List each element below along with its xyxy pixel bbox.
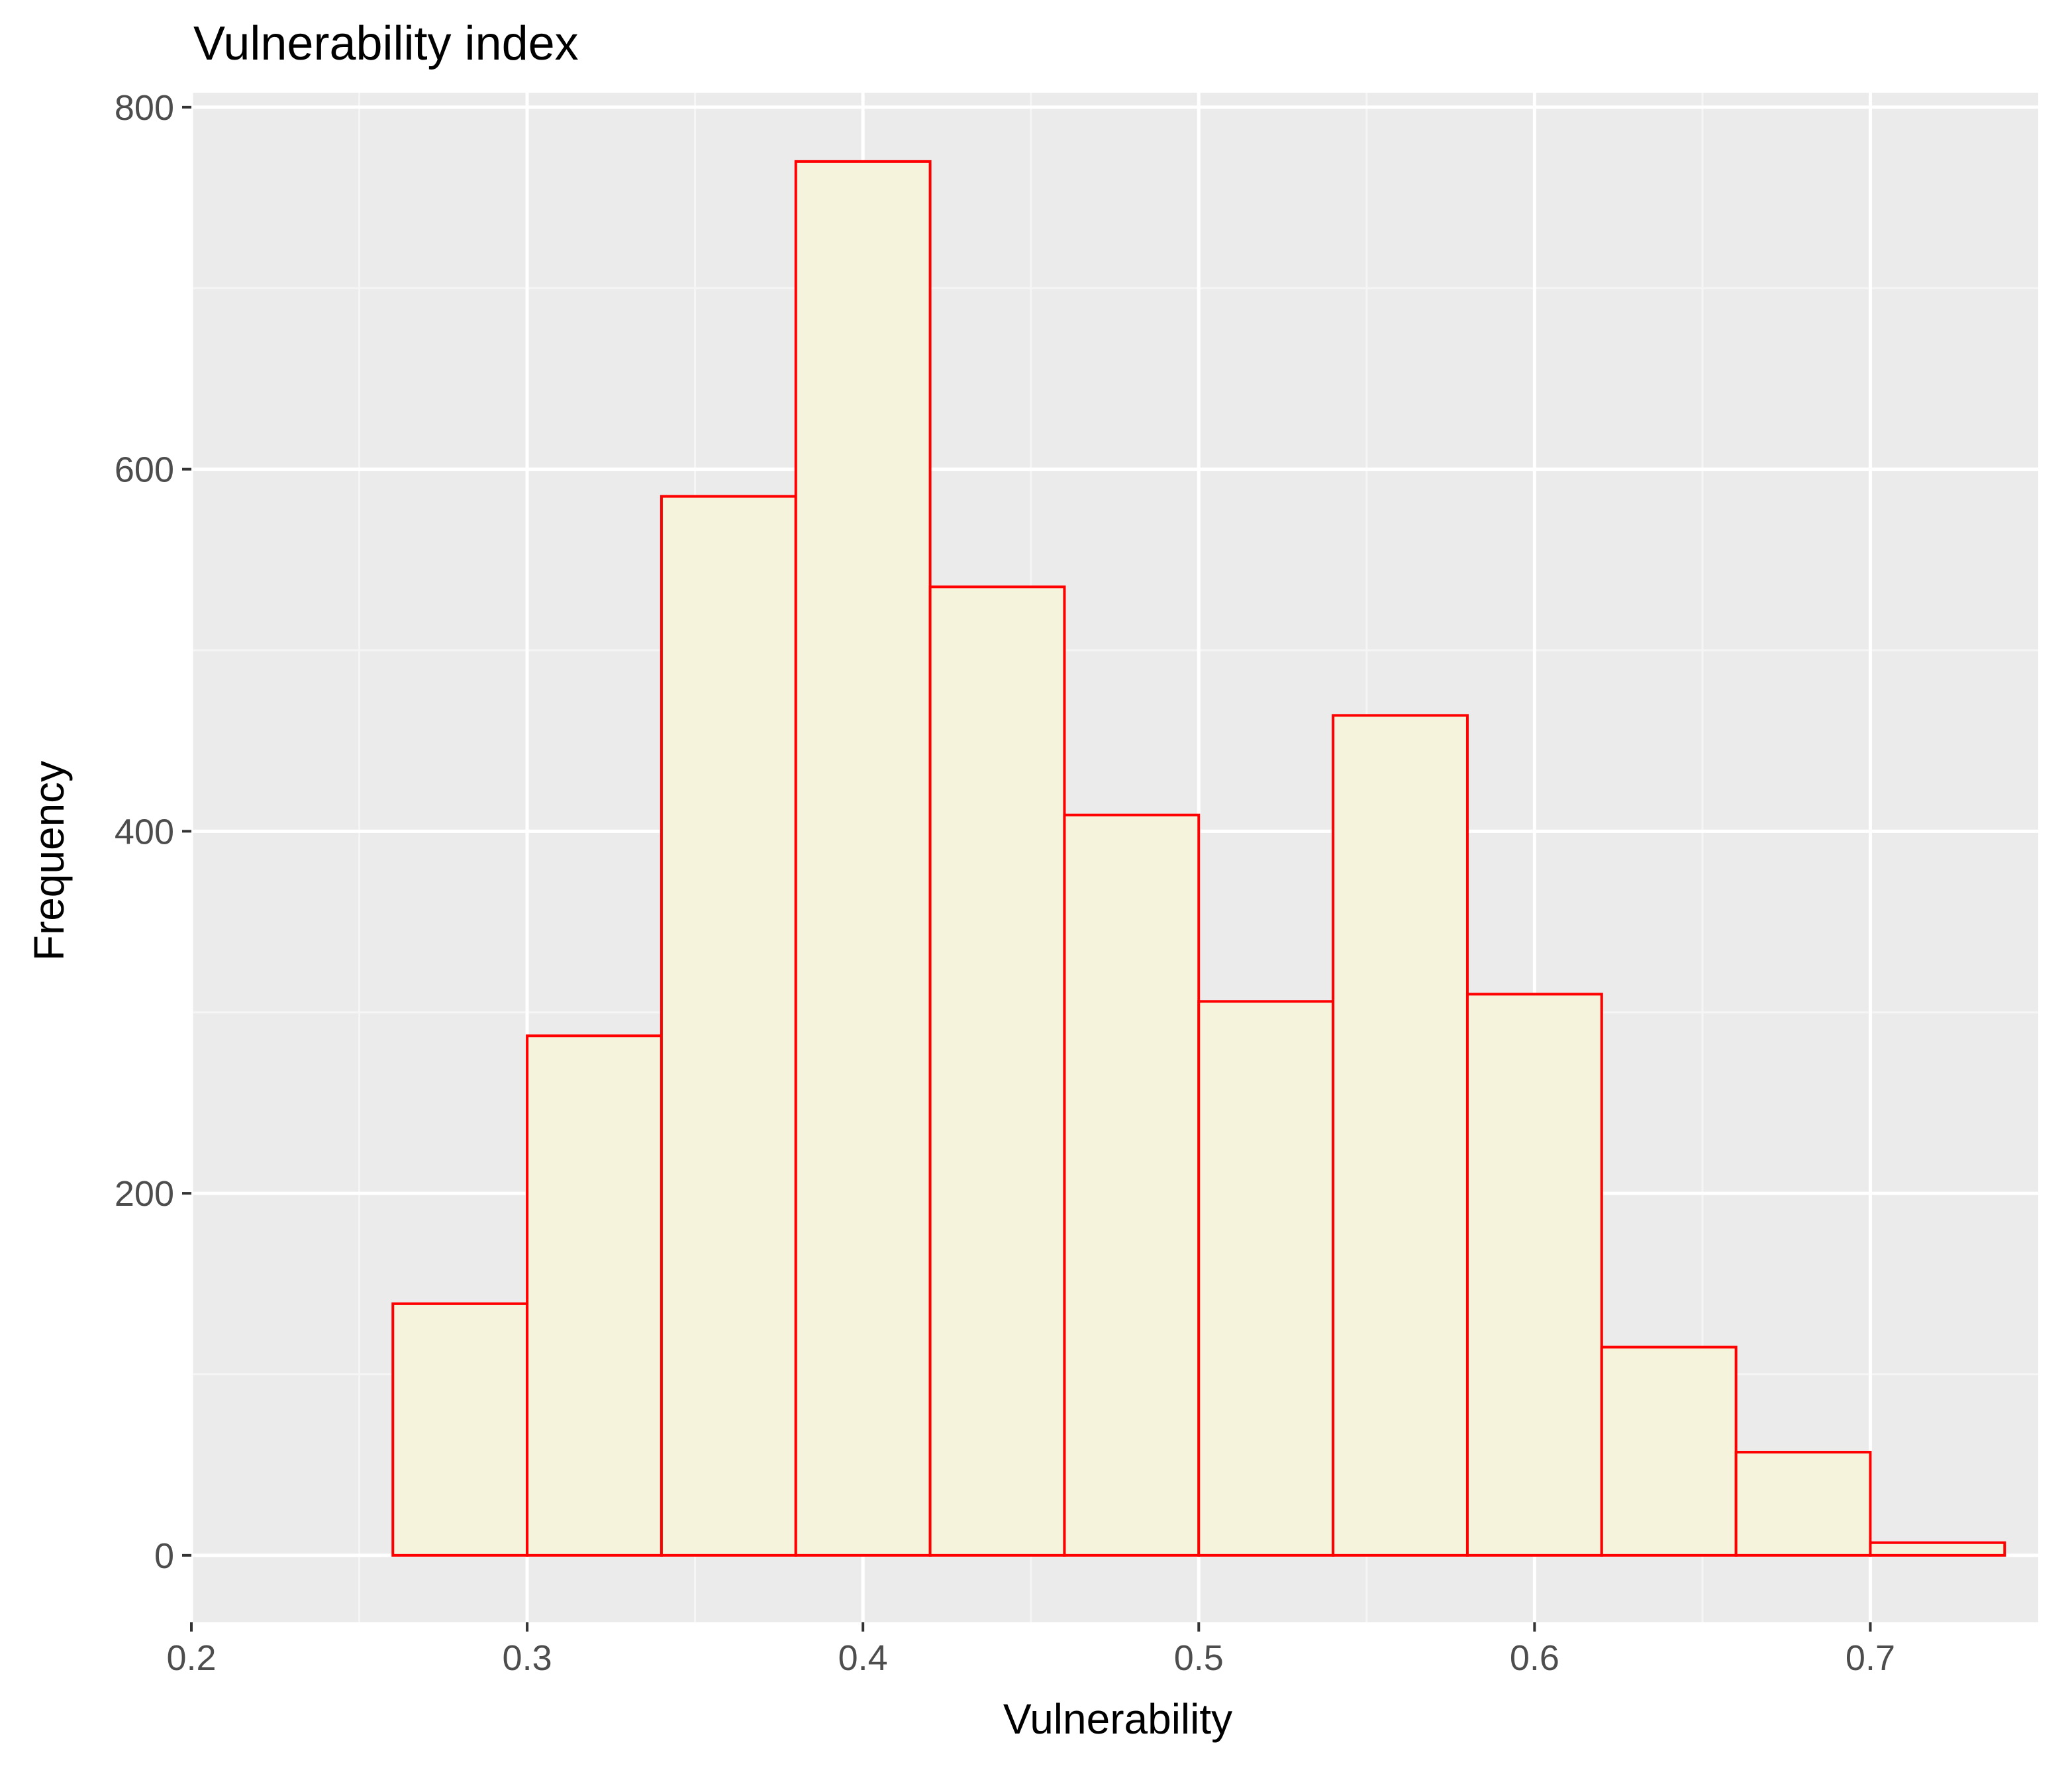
histogram-bar	[391, 1302, 529, 1557]
histogram-bar	[526, 1034, 663, 1557]
x-tick-label: 0.4	[838, 1638, 888, 1678]
histogram-bar	[794, 160, 932, 1557]
chart-title: Vulnerability index	[193, 17, 579, 70]
histogram-bar	[1869, 1541, 2006, 1557]
histogram-bar	[928, 585, 1066, 1557]
x-tick-label: 0.3	[503, 1638, 552, 1678]
x-axis-title: Vulnerability	[1003, 1695, 1232, 1743]
histogram-bar	[1332, 714, 1469, 1557]
histogram-bar	[1600, 1346, 1738, 1557]
axis-ticks	[182, 105, 1872, 1632]
y-tick-label: 200	[115, 1174, 174, 1214]
histogram-bar	[1063, 813, 1201, 1557]
histogram-bar	[1197, 1000, 1335, 1557]
histogram-bar	[1734, 1451, 1872, 1557]
y-tick-label: 800	[115, 88, 174, 128]
x-tick-label: 0.7	[1846, 1638, 1895, 1678]
histogram-bars	[391, 160, 2006, 1557]
x-tick-labels: 0.2 0.3 0.4 0.5 0.6 0.7	[166, 1638, 1895, 1678]
histogram-bar	[660, 495, 797, 1557]
x-tick-label: 0.6	[1510, 1638, 1559, 1678]
y-tick-label: 0	[154, 1536, 174, 1576]
histogram-bar	[1465, 993, 1603, 1557]
x-tick-label: 0.2	[166, 1638, 216, 1678]
y-axis-title: Frequency	[25, 761, 73, 961]
y-tick-label: 400	[115, 812, 174, 852]
x-tick-label: 0.5	[1174, 1638, 1224, 1678]
y-tick-label: 600	[115, 450, 174, 490]
y-tick-labels: 0 200 400 600 800	[115, 88, 174, 1576]
